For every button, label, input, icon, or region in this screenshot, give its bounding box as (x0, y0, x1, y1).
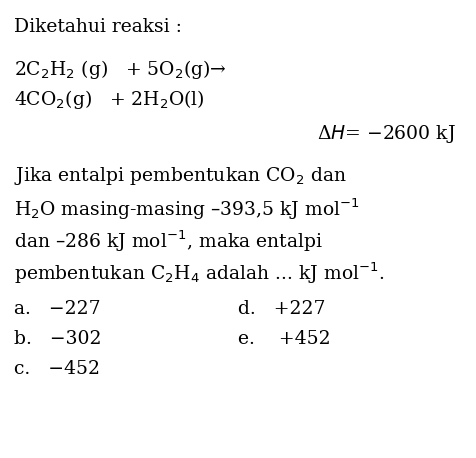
Text: Diketahui reaksi :: Diketahui reaksi : (14, 18, 182, 36)
Text: b.   −302: b. −302 (14, 330, 101, 348)
Text: c.   −452: c. −452 (14, 360, 100, 378)
Text: dan –286 kJ mol$^{-1}$, maka entalpi: dan –286 kJ mol$^{-1}$, maka entalpi (14, 229, 323, 255)
Text: e.    +452: e. +452 (238, 330, 331, 348)
Text: Δ$H$= −2600 kJ: Δ$H$= −2600 kJ (317, 123, 456, 145)
Text: a.   −227: a. −227 (14, 300, 100, 318)
Text: d.   +227: d. +227 (238, 300, 326, 318)
Text: Jika entalpi pembentukan CO$_2$ dan: Jika entalpi pembentukan CO$_2$ dan (14, 165, 347, 187)
Text: 2C$_2$H$_2$ (g)   + 5O$_2$(g)→: 2C$_2$H$_2$ (g) + 5O$_2$(g)→ (14, 58, 227, 81)
Text: 4CO$_2$(g)   + 2H$_2$O(l): 4CO$_2$(g) + 2H$_2$O(l) (14, 88, 205, 111)
Text: H$_2$O masing-masing –393,5 kJ mol$^{-1}$: H$_2$O masing-masing –393,5 kJ mol$^{-1}… (14, 197, 359, 223)
Text: pembentukan C$_2$H$_4$ adalah ... kJ mol$^{-1}$.: pembentukan C$_2$H$_4$ adalah ... kJ mol… (14, 261, 385, 287)
